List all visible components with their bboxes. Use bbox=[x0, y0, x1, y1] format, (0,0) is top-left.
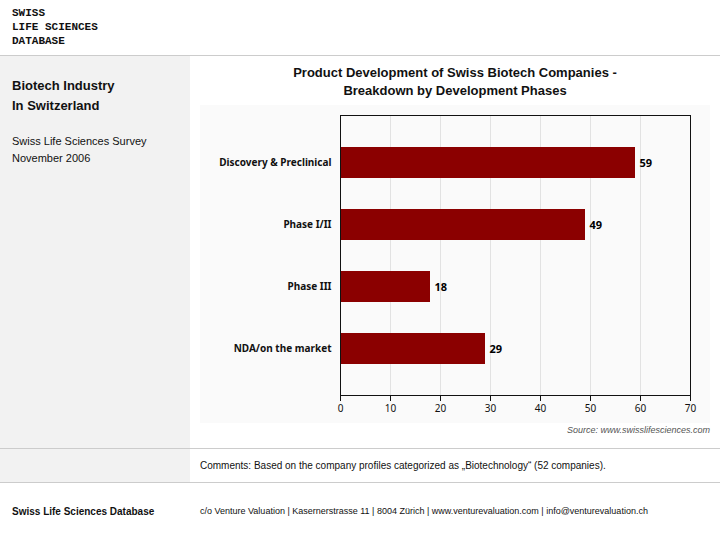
svg-text:Discovery & Preclinical: Discovery & Preclinical bbox=[219, 155, 331, 169]
svg-text:NDA/on the market: NDA/on the market bbox=[234, 341, 332, 355]
svg-text:49: 49 bbox=[590, 217, 603, 232]
html-text:LIFE SCIENCES: LIFE SCIENCES bbox=[12, 21, 98, 33]
svg-text:10: 10 bbox=[385, 401, 397, 415]
html-text:DATABASE: DATABASE bbox=[12, 35, 65, 47]
html-text:Source: www.swisslifesciences.: Source: www.swisslifesciences.com bbox=[567, 425, 710, 436]
svg-text:18: 18 bbox=[435, 279, 448, 294]
svg-text:20: 20 bbox=[435, 401, 447, 415]
html-text:Product Development of Swiss B: Product Development of Swiss Biotech Com… bbox=[293, 65, 617, 98]
svg-text:60: 60 bbox=[635, 401, 647, 415]
html-text:Biotech Industry In Switzerlan: Biotech Industry In Switzerland bbox=[12, 78, 115, 113]
html-text:Comments: Based on the company: Comments: Based on the company profiles … bbox=[200, 460, 606, 471]
html-text:Swiss Life Sciences Database: Swiss Life Sciences Database bbox=[12, 506, 155, 517]
html-text:Swiss Life Sciences Survey Nov: Swiss Life Sciences Survey November 2006 bbox=[12, 135, 147, 164]
svg-text:59: 59 bbox=[640, 155, 653, 170]
svg-text:30: 30 bbox=[485, 401, 497, 415]
svg-text:40: 40 bbox=[535, 401, 547, 415]
svg-text:0: 0 bbox=[338, 401, 344, 415]
html-text:SWISS: SWISS bbox=[12, 7, 45, 19]
svg-text:29: 29 bbox=[490, 341, 503, 356]
svg-text:50: 50 bbox=[585, 401, 597, 415]
html-text:c/o Venture Valuation | Kasern: c/o Venture Valuation | Kasernerstrasse … bbox=[200, 505, 648, 516]
svg-text:Phase III: Phase III bbox=[288, 279, 332, 293]
svg-text:70: 70 bbox=[685, 401, 697, 415]
svg-text:Phase I/II: Phase I/II bbox=[283, 217, 331, 231]
